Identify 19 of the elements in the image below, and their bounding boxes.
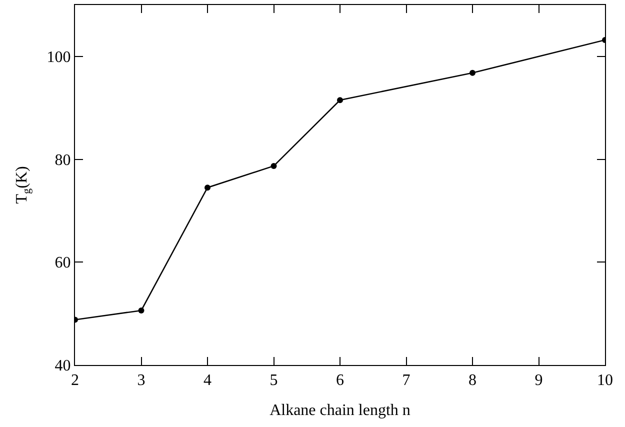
y-tick-label: 100 bbox=[46, 49, 71, 66]
point bbox=[270, 162, 277, 169]
x-tick-label: 10 bbox=[597, 372, 613, 390]
x-tick-label: 3 bbox=[137, 372, 146, 390]
point bbox=[337, 97, 343, 104]
x-tick-label: 2 bbox=[71, 372, 79, 390]
point bbox=[470, 70, 476, 76]
x-axis-title: Alkane chain length n bbox=[270, 402, 410, 419]
y-tick-label: 40 bbox=[54, 358, 71, 375]
x-tick-label: 8 bbox=[468, 372, 476, 390]
point bbox=[204, 184, 210, 191]
x-tick-label: 9 bbox=[534, 372, 543, 390]
point bbox=[138, 307, 144, 314]
x-tick-label: 4 bbox=[204, 372, 212, 390]
x-tick-label: 5 bbox=[270, 372, 278, 390]
x-tick-label: 6 bbox=[336, 372, 344, 390]
y-tick-label: 60 bbox=[54, 254, 71, 272]
x-tick-label: 7 bbox=[402, 372, 410, 390]
y-tick-label: 80 bbox=[54, 152, 71, 169]
